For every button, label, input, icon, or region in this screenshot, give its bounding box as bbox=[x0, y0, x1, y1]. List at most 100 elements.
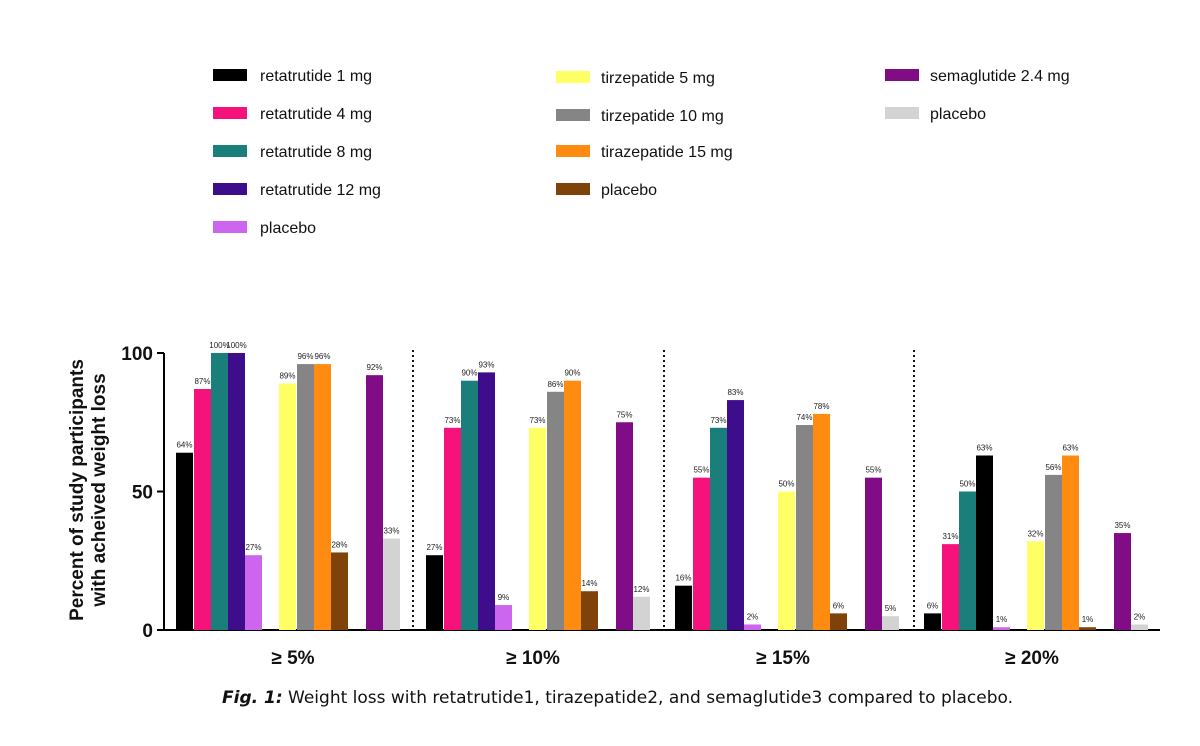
legend-swatch bbox=[885, 107, 919, 119]
bar bbox=[1131, 624, 1148, 630]
bar-value-label: 6% bbox=[927, 601, 939, 610]
bar-value-label: 63% bbox=[976, 443, 992, 452]
bar bbox=[633, 596, 650, 630]
legend-item: placebo bbox=[556, 182, 657, 199]
y-axis-title-line2: with acheived weight loss bbox=[89, 373, 110, 607]
legend-item: semaglutide 2.4 mg bbox=[885, 68, 1070, 85]
legend-label: retatrutide 4 mg bbox=[260, 106, 372, 123]
bar-value-label: 64% bbox=[176, 441, 192, 450]
bar bbox=[547, 391, 564, 630]
bar bbox=[426, 555, 443, 630]
bar-value-label: 55% bbox=[693, 466, 709, 475]
legend-swatch bbox=[556, 71, 590, 83]
legend-label: tirzepatide 5 mg bbox=[601, 70, 715, 87]
bar-value-label: 73% bbox=[710, 416, 726, 425]
bar-value-label: 2% bbox=[1134, 612, 1146, 621]
bar-value-label: 90% bbox=[564, 369, 580, 378]
legend-label: placebo bbox=[260, 220, 316, 237]
bar bbox=[693, 477, 710, 630]
bar bbox=[1079, 627, 1096, 630]
bar-value-label: 50% bbox=[778, 480, 794, 489]
bar bbox=[297, 364, 314, 630]
bar bbox=[796, 425, 813, 630]
bar bbox=[1114, 533, 1131, 630]
legend-swatch bbox=[556, 109, 590, 121]
x-category-label: ≥ 20% bbox=[1005, 648, 1059, 669]
y-tick-label: 100 bbox=[121, 344, 153, 365]
bar-value-label: 5% bbox=[885, 604, 897, 613]
legend-label: semaglutide 2.4 mg bbox=[930, 68, 1070, 85]
legend-swatch bbox=[213, 221, 247, 233]
bar-value-label: 96% bbox=[297, 352, 313, 361]
bar-value-label: 1% bbox=[1082, 615, 1094, 624]
legend-item: retatrutide 12 mg bbox=[213, 182, 381, 199]
x-category-label: ≥ 15% bbox=[756, 648, 810, 669]
bar-value-label: 27% bbox=[245, 543, 261, 552]
bar bbox=[211, 353, 228, 630]
legend-swatch bbox=[213, 69, 247, 81]
bar-group: 16% 55% 73% 83% 2% 50% 74%78% 6% 55% 5% ≥ 15% bbox=[675, 388, 899, 669]
legend-swatch bbox=[213, 145, 247, 157]
legend-swatch bbox=[213, 107, 247, 119]
legend-item: retatrutide 1 mg bbox=[213, 68, 372, 85]
bar bbox=[529, 427, 546, 630]
caption-prefix: Fig. 1: bbox=[222, 688, 283, 708]
bar-value-label: 92% bbox=[366, 363, 382, 372]
bar bbox=[1062, 455, 1079, 630]
legend-label: tirzepatide 10 mg bbox=[601, 108, 724, 125]
bar-value-label: 27% bbox=[426, 543, 442, 552]
bar-value-label: 75% bbox=[616, 410, 632, 419]
bar bbox=[279, 383, 296, 630]
y-axis-title-line1: Percent of study participants bbox=[67, 359, 88, 621]
bar bbox=[616, 422, 633, 630]
bar-value-label: 2% bbox=[747, 612, 759, 621]
bar bbox=[444, 427, 461, 630]
caption-text: Weight loss with retatrutide1, tirazepat… bbox=[282, 688, 1013, 708]
bar-value-label: 28% bbox=[331, 540, 347, 549]
legend-item: tirzepatide 10 mg bbox=[556, 108, 724, 125]
bar bbox=[865, 477, 882, 630]
bar bbox=[744, 624, 761, 630]
bar-value-label: 63% bbox=[1062, 443, 1078, 452]
bar-value-label: 55% bbox=[865, 466, 881, 475]
bar bbox=[727, 400, 744, 630]
legend-item: placebo bbox=[885, 106, 986, 123]
bar bbox=[675, 585, 692, 630]
y-tick-label: 50 bbox=[132, 483, 153, 504]
legend-swatch bbox=[885, 69, 919, 81]
bar bbox=[495, 605, 512, 630]
bar-value-label: 87% bbox=[194, 377, 210, 386]
legend-item: retatrutide 8 mg bbox=[213, 144, 372, 161]
bar bbox=[366, 375, 383, 630]
bar bbox=[924, 613, 941, 630]
legend-item: placebo bbox=[213, 220, 316, 237]
bar bbox=[976, 455, 993, 630]
bar bbox=[1045, 474, 1062, 630]
bar-value-label: 9% bbox=[498, 593, 510, 602]
bar-value-label: 100% bbox=[226, 341, 246, 350]
y-axis-title: Percent of study participantswith acheiv… bbox=[67, 359, 110, 621]
legend-label: retatrutide 8 mg bbox=[260, 144, 372, 161]
bar-value-label: 73% bbox=[444, 416, 460, 425]
legend-label: retatrutide 1 mg bbox=[260, 68, 372, 85]
bar bbox=[942, 544, 959, 630]
legend-swatch bbox=[556, 183, 590, 195]
bar-value-label: 74% bbox=[796, 413, 812, 422]
group-separators bbox=[412, 350, 915, 630]
legend-swatch bbox=[213, 183, 247, 195]
y-tick-label: 0 bbox=[142, 621, 153, 642]
bar-group: 64% 87% 100%100% 27% 89% 96% 96% 28% 92% 33% ≥ 5% bbox=[176, 341, 400, 669]
bar-value-label: 96% bbox=[314, 352, 330, 361]
legend-label: tirazepatide 15 mg bbox=[601, 144, 733, 161]
x-category-label: ≥ 5% bbox=[271, 648, 314, 669]
bar-value-label: 50% bbox=[959, 480, 975, 489]
bar-value-label: 93% bbox=[478, 360, 494, 369]
legend-swatch bbox=[556, 145, 590, 157]
legend-label: placebo bbox=[601, 182, 657, 199]
bar bbox=[993, 627, 1010, 630]
bar bbox=[228, 353, 245, 630]
chart-legend: retatrutide 1 mg retatrutide 4 mg retatrut… bbox=[213, 68, 1070, 237]
bar bbox=[314, 364, 331, 630]
bar bbox=[194, 389, 211, 630]
